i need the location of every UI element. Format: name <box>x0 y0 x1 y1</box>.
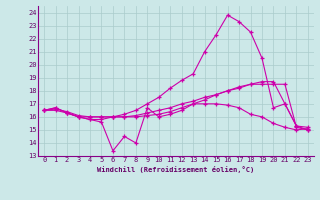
X-axis label: Windchill (Refroidissement éolien,°C): Windchill (Refroidissement éolien,°C) <box>97 166 255 173</box>
